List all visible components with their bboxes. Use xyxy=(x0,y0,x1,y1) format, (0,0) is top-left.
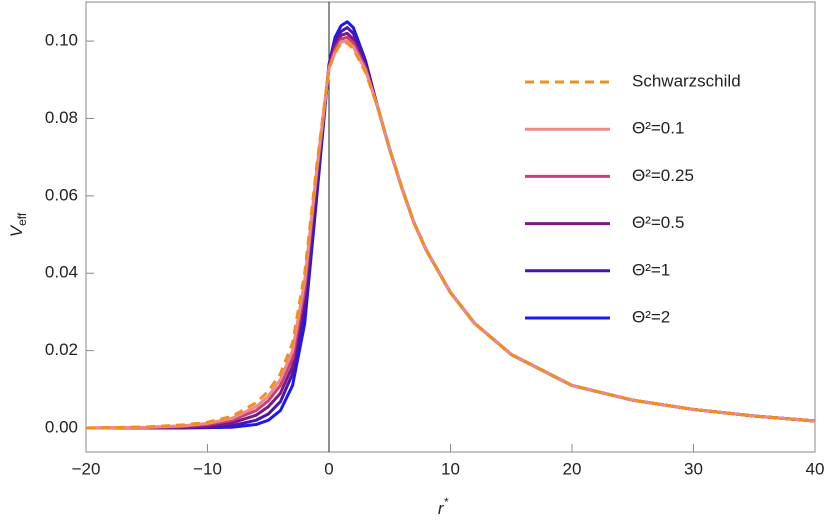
x-tick-label: −10 xyxy=(193,459,222,478)
y-tick-label: 0.00 xyxy=(45,417,78,436)
legend-label: Schwarzschild xyxy=(632,71,741,90)
series-line xyxy=(85,39,816,430)
series-line xyxy=(85,31,816,430)
x-tick-label: −20 xyxy=(72,459,101,478)
x-tick-label: 40 xyxy=(806,459,825,478)
x-axis-label-main: r xyxy=(438,499,445,518)
series-line xyxy=(85,35,816,430)
x-tick-label: 10 xyxy=(441,459,460,478)
x-tick-label: 0 xyxy=(324,459,333,478)
y-axis-label-sub: eff xyxy=(15,212,29,226)
y-tick-label: 0.04 xyxy=(45,263,78,282)
legend-label: Θ²=0.5 xyxy=(632,213,684,232)
y-axis-label-main: V xyxy=(7,224,26,237)
legend-label: Θ²=2 xyxy=(632,307,670,326)
x-tick-label: 30 xyxy=(684,459,703,478)
series-line xyxy=(85,41,816,430)
y-tick-label: 0.08 xyxy=(45,108,78,127)
x-axis-label: r* xyxy=(438,495,449,518)
y-axis-label: Veff xyxy=(7,212,29,237)
plot-frame xyxy=(85,1,816,453)
legend-label: Θ²=0.1 xyxy=(632,119,684,138)
legend-label: Θ²=0.25 xyxy=(632,166,694,185)
y-tick-label: 0.06 xyxy=(45,185,78,204)
y-tick-label: 0.10 xyxy=(45,31,78,50)
legend-label: Θ²=1 xyxy=(632,260,670,279)
y-tick-label: 0.02 xyxy=(45,340,78,359)
x-tick-label: 20 xyxy=(563,459,582,478)
x-axis-label-sup: * xyxy=(444,495,449,509)
